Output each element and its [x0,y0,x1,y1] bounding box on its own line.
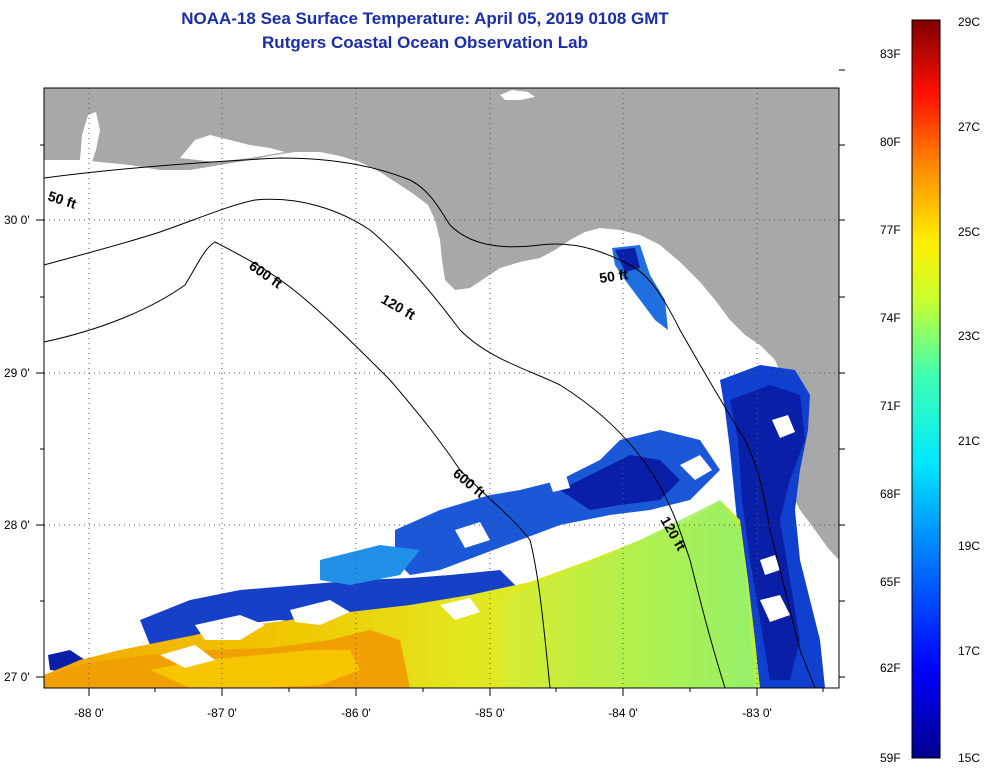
lat-label-27: 27 0' [4,670,30,684]
axis-ticks [36,69,845,696]
map-subtitle: Rutgers Coastal Ocean Observation Lab [262,33,588,52]
bathymetry-contours [44,157,816,688]
lat-label-30: 30 0' [4,213,30,227]
colorbar-c-29: 29C [958,15,980,29]
colorbar-f-80: 80F [880,135,901,149]
lon-label-87: -87 0' [207,706,237,720]
lat-label-29: 29 0' [4,366,30,380]
sst-yellow-orange [150,650,360,688]
lon-label-85: -85 0' [475,706,505,720]
colorbar-c-21: 21C [958,434,980,448]
colorbar-c-25: 25C [958,225,980,239]
cloud-gaps [160,415,795,668]
colorbar-f-62: 62F [880,661,901,675]
map-frame [43,87,840,689]
colorbar-f-71: 71F [880,399,901,413]
color-bar [911,19,941,759]
colorbar-c-19: 19C [958,539,980,553]
lake-feature [500,90,535,100]
colorbar-c-17: 17C [958,644,980,658]
coastal-bays [180,135,285,162]
sst-green-zone [500,500,755,688]
lon-label-84: -84 0' [608,706,638,720]
lon-label-83: -83 0' [742,706,772,720]
lon-label-86: -86 0' [341,706,371,720]
colorbar-f-83: 83F [880,47,901,61]
colorbar-f-74: 74F [880,311,901,325]
colorbar-c-23: 23C [958,329,980,343]
colorbar-f-68: 68F [880,487,901,501]
sst-cold-patches [48,245,825,688]
colorbar-f-59: 59F [880,751,901,765]
lat-label-28: 28 0' [4,518,30,532]
land-mass [44,88,839,560]
graticule [44,88,839,688]
mobile-bay [80,112,100,162]
colorbar-c-15: 15C [958,751,980,765]
contour-label-50ft-east: 50 ft [598,266,629,286]
lon-label-88: -88 0' [74,706,104,720]
colorbar-c-27: 27C [958,120,980,134]
map-title: NOAA-18 Sea Surface Temperature: April 0… [181,9,669,28]
colorbar-f-77: 77F [880,223,901,237]
colorbar-f-65: 65F [880,575,901,589]
